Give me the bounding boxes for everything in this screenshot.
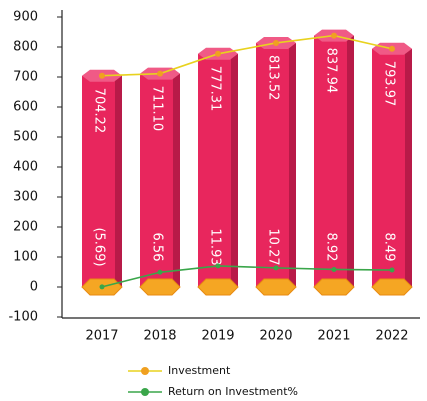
y-tick-label: 400: [13, 160, 38, 175]
bar-value-label: 837.94: [324, 48, 339, 93]
roi-value-label: 11.93: [208, 228, 223, 265]
roi-value-label: 8.92: [324, 233, 339, 262]
x-tick-label: 2019: [201, 329, 234, 344]
roi-value-label: 10.27: [266, 228, 281, 265]
line-point: [389, 45, 395, 52]
bar-shade: [231, 53, 238, 287]
line-point: [215, 263, 221, 269]
bar-shade: [173, 73, 180, 287]
y-tick-label: 200: [13, 220, 38, 235]
legend-label: Investment: [168, 364, 231, 377]
y-tick-label: 800: [13, 40, 38, 55]
line-point: [273, 39, 279, 46]
line: [101, 34, 393, 77]
bar-value-label: 813.52: [266, 55, 281, 101]
legend-marker: [141, 367, 149, 375]
line-point: [99, 284, 105, 290]
legend-marker: [141, 388, 149, 396]
y-tick-label: 600: [13, 100, 38, 115]
roi-value-label: 8.49: [382, 233, 397, 262]
x-tick-label: 2022: [375, 329, 408, 344]
x-tick-label: 2017: [85, 329, 118, 344]
bar-value-label: 711.10: [150, 86, 165, 132]
bar-base: [197, 278, 239, 296]
bar-value-label: 793.97: [382, 61, 397, 107]
y-tick-label: 700: [13, 70, 38, 85]
x-tick-label: 2021: [317, 329, 350, 344]
y-tick-label: 300: [13, 190, 38, 205]
y-tick-label: 100: [13, 250, 38, 265]
line: [101, 265, 393, 288]
y-tick-label: 0: [30, 280, 38, 295]
line-point: [331, 266, 337, 272]
bar-shade: [115, 75, 122, 287]
line-point: [331, 32, 337, 39]
bar-shade: [289, 42, 296, 287]
x-tick-label: 2020: [259, 329, 292, 344]
line-point: [157, 70, 163, 77]
bar-base: [371, 278, 413, 296]
x-tick-label: 2018: [143, 329, 176, 344]
y-tick-label: 500: [13, 130, 38, 145]
bar-value-label: 777.31: [208, 66, 223, 112]
line-point: [215, 50, 221, 57]
bar-shade: [405, 48, 412, 288]
roi-value-label: 6.56: [150, 233, 165, 262]
line-point: [389, 267, 395, 273]
y-tick-label: -100: [8, 310, 38, 325]
bar-value-label: 704.22: [92, 88, 107, 134]
bar-base: [313, 278, 355, 296]
bar-base: [255, 278, 297, 296]
y-tick-label: 900: [13, 10, 38, 25]
roi-value-label: (5.69): [92, 227, 107, 266]
line-point: [273, 265, 279, 271]
bar-base: [139, 278, 181, 296]
line-point: [157, 269, 163, 275]
bar-shade: [347, 35, 354, 288]
line-point: [99, 72, 105, 79]
legend-label: Return on Investment%: [168, 385, 298, 398]
